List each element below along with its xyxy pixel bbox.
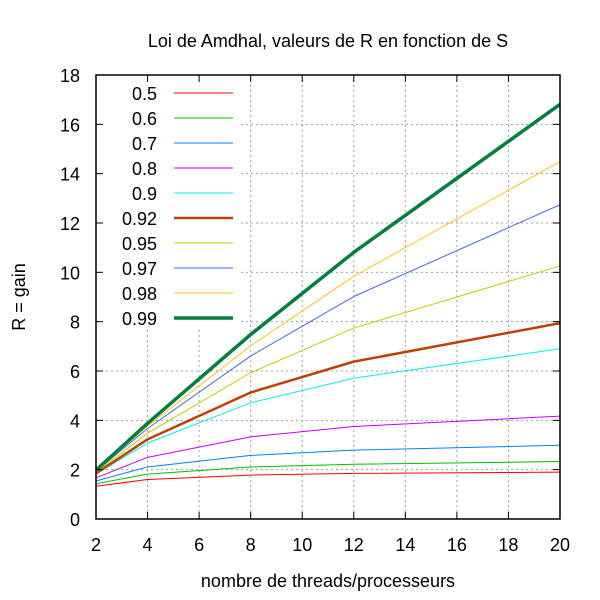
x-tick-label: 2	[91, 535, 101, 555]
legend: 0.5 0.6 0.7 0.8 0.9 0.92 0.95 0.97 0.98 0.99	[100, 80, 240, 330]
x-tick-label: 6	[194, 535, 204, 555]
series-line-0-95	[95, 265, 561, 473]
y-tick-label: 2	[70, 461, 80, 481]
x-tick-label: 10	[292, 535, 312, 555]
x-tick-label: 16	[447, 535, 467, 555]
x-axis-label: nombre de threads/processeurs	[201, 571, 455, 591]
legend-background	[100, 80, 240, 330]
legend-label: 0.5	[132, 84, 157, 104]
legend-label: 0.7	[132, 134, 157, 154]
grid	[96, 75, 560, 519]
legend-label: 0.95	[122, 234, 157, 254]
y-tick-label: 10	[60, 263, 80, 283]
y-tick-label: 8	[70, 313, 80, 333]
legend-label: 0.97	[122, 259, 157, 279]
x-tick-label: 14	[395, 535, 415, 555]
y-tick-label: 16	[60, 115, 80, 135]
legend-label: 0.92	[122, 209, 157, 229]
y-tick-label: 12	[60, 214, 80, 234]
series-line-0-92	[95, 321, 561, 475]
legend-label: 0.99	[122, 309, 157, 329]
x-tick-label: 20	[550, 535, 570, 555]
legend-label: 0.8	[132, 159, 157, 179]
series-line-0-9	[95, 348, 561, 475]
y-tick-label: 4	[70, 411, 80, 431]
legend-label: 0.98	[122, 284, 157, 304]
x-tick-label: 18	[498, 535, 518, 555]
legend-label: 0.6	[132, 109, 157, 129]
y-tick-label: 0	[70, 510, 80, 530]
y-tick-label: 6	[70, 362, 80, 382]
series-line-0-99	[94, 102, 562, 472]
x-tick-label: 12	[344, 535, 364, 555]
y-tick-label: 14	[60, 165, 80, 185]
series-line-0-6	[95, 461, 561, 485]
series-line-0-7	[95, 444, 561, 482]
series-line-0-8	[95, 415, 561, 479]
series-group	[94, 102, 562, 487]
plot-border	[95, 74, 561, 520]
chart-title: Loi de Amdhal, valeurs de R en fonction …	[148, 31, 508, 51]
x-tick-label: 8	[246, 535, 256, 555]
legend-label: 0.9	[132, 184, 157, 204]
y-tick-label: 18	[60, 66, 80, 86]
series-line-0-5	[95, 471, 561, 487]
x-tick-label: 4	[143, 535, 153, 555]
series-line-0-97	[95, 204, 561, 472]
y-axis-label: R = gain	[9, 263, 29, 331]
